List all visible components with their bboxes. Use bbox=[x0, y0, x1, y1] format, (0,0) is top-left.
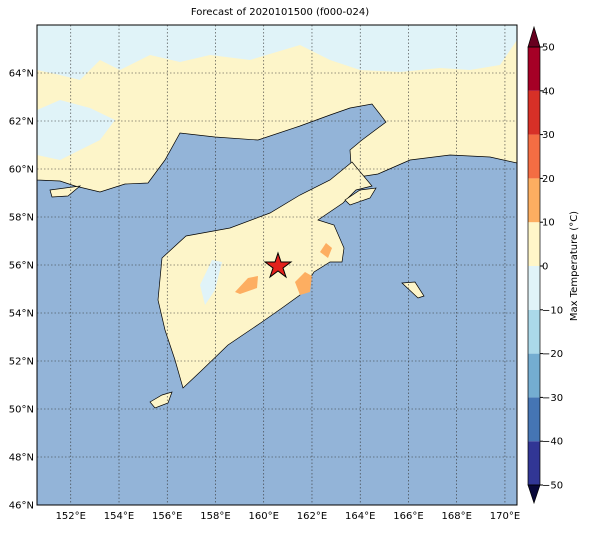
x-tick-label: 162°E bbox=[297, 511, 327, 522]
colorbar-extend-low bbox=[527, 484, 541, 505]
cold-area bbox=[37, 100, 115, 160]
colorbar-bin bbox=[528, 353, 540, 398]
y-tick-label: 58°N bbox=[9, 213, 34, 224]
colorbar-bin bbox=[528, 397, 540, 442]
x-tick-label: 170°E bbox=[490, 511, 520, 522]
y-tick-label: 60°N bbox=[9, 165, 34, 176]
colorbar-tick-label: −10 bbox=[542, 305, 563, 316]
graticule bbox=[37, 25, 517, 505]
x-tick-label: 152°E bbox=[56, 511, 86, 522]
x-tick-label: 158°E bbox=[200, 511, 230, 522]
map-frame bbox=[36, 24, 518, 506]
warm-area bbox=[320, 243, 332, 258]
colorbar-tick-label: 40 bbox=[542, 86, 555, 97]
colorbar-bin bbox=[528, 222, 540, 266]
y-tick-label: 64°N bbox=[9, 69, 34, 80]
colorbar-tick-label: −50 bbox=[542, 481, 563, 492]
x-tick-label: 160°E bbox=[249, 511, 279, 522]
island bbox=[149, 391, 173, 409]
x-tick-label: 164°E bbox=[345, 511, 375, 522]
y-tick-label: 48°N bbox=[9, 453, 34, 464]
kamchatka bbox=[157, 161, 373, 389]
cold-area bbox=[37, 25, 517, 80]
colorbar-label: Max Temperature (°C) bbox=[569, 211, 580, 321]
x-tick-label: 154°E bbox=[104, 511, 134, 522]
y-tick-label: 52°N bbox=[9, 357, 34, 368]
x-tick-label: 156°E bbox=[152, 511, 182, 522]
colorbar-bin bbox=[528, 309, 540, 354]
colorbar-tick-label: 10 bbox=[542, 218, 555, 229]
colorbar-bin bbox=[528, 266, 540, 310]
colorbar-tick-label: 0 bbox=[542, 262, 548, 273]
colorbar-tick-label: 50 bbox=[542, 43, 555, 54]
colorbar-bin bbox=[528, 134, 540, 179]
location-star bbox=[263, 251, 293, 279]
y-tick-label: 56°N bbox=[9, 261, 34, 272]
colorbar-tick-label: 20 bbox=[542, 174, 555, 185]
colorbar: −50 −40 −30 −20 −10 0 10 20 30 40 50 bbox=[527, 25, 563, 505]
y-tick-label: 54°N bbox=[9, 309, 34, 320]
colorbar-bin bbox=[528, 178, 540, 223]
colorbar-tick-label: −20 bbox=[542, 349, 563, 360]
island bbox=[401, 281, 425, 299]
x-tick-label: 168°E bbox=[441, 511, 471, 522]
colorbar-bin bbox=[528, 47, 540, 91]
colorbar-tick-label: −30 bbox=[542, 393, 563, 404]
colorbar-bin bbox=[528, 90, 540, 135]
colorbar-tick-label: −40 bbox=[542, 437, 563, 448]
title: Forecast of 2020101500 (f000-024) bbox=[191, 7, 369, 18]
y-tick-label: 46°N bbox=[9, 501, 34, 512]
map bbox=[37, 25, 517, 505]
y-tick-label: 62°N bbox=[9, 117, 34, 128]
colorbar-bin bbox=[528, 441, 540, 485]
y-tick-label: 50°N bbox=[9, 405, 34, 416]
warm-area bbox=[235, 276, 258, 294]
cold-area bbox=[200, 260, 222, 305]
colorbar-tick-label: 30 bbox=[542, 130, 555, 141]
x-tick-label: 166°E bbox=[393, 511, 423, 522]
warm-area bbox=[295, 272, 312, 295]
colorbar-extend-high bbox=[527, 25, 541, 48]
island bbox=[49, 185, 82, 198]
